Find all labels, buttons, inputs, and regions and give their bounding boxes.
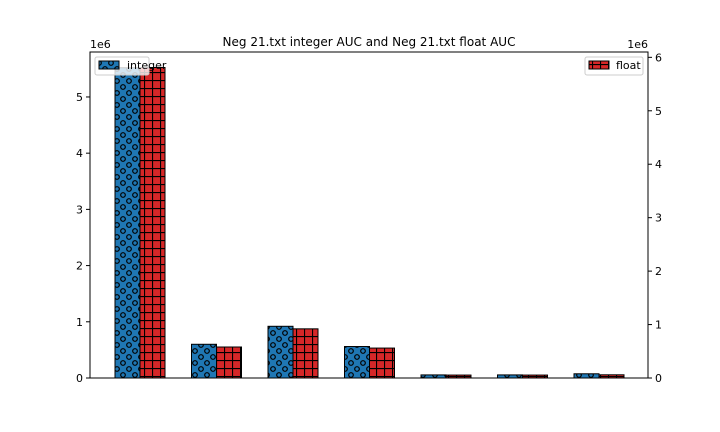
bar-integer-7 — [573, 373, 600, 379]
right-tick-label: 0 — [655, 372, 662, 385]
left-y-axis: 0 1 2 3 4 5 — [76, 91, 90, 385]
legend-integer-label: integer — [127, 59, 167, 72]
left-axis-scale-label: 1e6 — [90, 38, 111, 51]
chart-title: Neg 21.txt integer AUC and Neg 21.txt fl… — [223, 35, 516, 49]
right-tick-label: 1 — [655, 319, 662, 332]
legend-float-label: float — [616, 59, 641, 72]
bar-float-2 — [216, 346, 242, 379]
right-tick-label: 6 — [655, 51, 662, 64]
left-tick-label: 5 — [76, 91, 83, 104]
right-tick-label: 2 — [655, 265, 662, 278]
bars-layer — [114, 66, 625, 379]
plot-background — [90, 52, 648, 378]
right-tick-label: 3 — [655, 212, 662, 225]
right-axis-scale-label: 1e6 — [627, 38, 648, 51]
right-tick-label: 5 — [655, 105, 662, 118]
plot-frame — [89, 51, 649, 379]
left-tick-label: 1 — [76, 316, 83, 329]
left-tick-label: 0 — [76, 372, 83, 385]
bar-integer-2 — [191, 343, 217, 379]
right-tick-label: 4 — [655, 158, 662, 171]
left-tick-label: 3 — [76, 203, 83, 216]
bar-float-4 — [369, 347, 395, 379]
bar-integer-3 — [267, 325, 294, 379]
legend-float-swatch — [588, 60, 610, 70]
bar-float-3 — [292, 328, 319, 379]
bar-integer-1 — [114, 67, 141, 379]
legend-float: float — [584, 56, 644, 76]
legend-integer: integer — [94, 56, 167, 76]
left-tick-label: 2 — [76, 260, 83, 273]
legend-integer-swatch — [98, 60, 120, 70]
right-y-axis: 0 1 2 3 4 5 6 — [648, 51, 662, 385]
bar-integer-4 — [344, 346, 370, 379]
left-tick-label: 4 — [76, 147, 83, 160]
bar-float-1 — [139, 66, 166, 379]
